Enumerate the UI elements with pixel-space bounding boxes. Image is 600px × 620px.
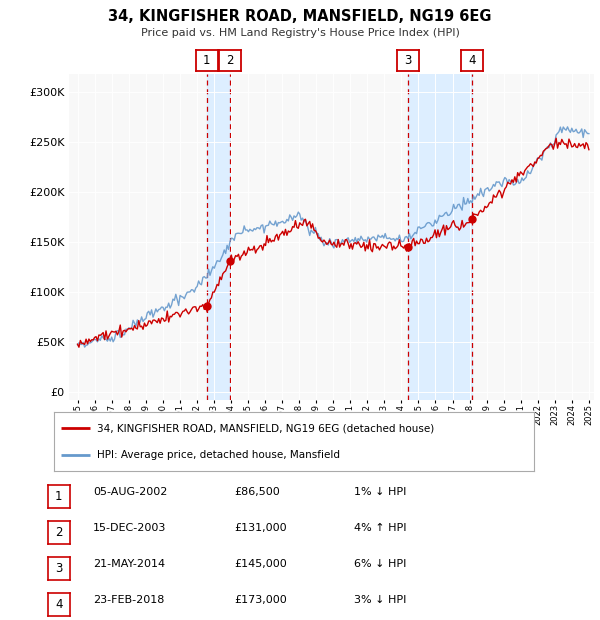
Text: 2: 2 xyxy=(55,526,62,539)
Text: £173,000: £173,000 xyxy=(234,595,287,605)
Text: £86,500: £86,500 xyxy=(234,487,280,497)
Text: 1% ↓ HPI: 1% ↓ HPI xyxy=(354,487,406,497)
Text: 34, KINGFISHER ROAD, MANSFIELD, NG19 6EG (detached house): 34, KINGFISHER ROAD, MANSFIELD, NG19 6EG… xyxy=(97,423,434,433)
Text: 23-FEB-2018: 23-FEB-2018 xyxy=(93,595,164,605)
Text: 34, KINGFISHER ROAD, MANSFIELD, NG19 6EG: 34, KINGFISHER ROAD, MANSFIELD, NG19 6EG xyxy=(108,9,492,24)
Text: 4% ↑ HPI: 4% ↑ HPI xyxy=(354,523,407,533)
Text: 21-MAY-2014: 21-MAY-2014 xyxy=(93,559,165,569)
Bar xyxy=(207,74,230,400)
Text: £145,000: £145,000 xyxy=(234,559,287,569)
Text: 2: 2 xyxy=(227,55,234,67)
Text: 1: 1 xyxy=(55,490,62,503)
Text: 3% ↓ HPI: 3% ↓ HPI xyxy=(354,595,406,605)
Text: 1: 1 xyxy=(203,55,211,67)
Text: £131,000: £131,000 xyxy=(234,523,287,533)
Text: 3: 3 xyxy=(404,55,412,67)
Bar xyxy=(408,74,472,400)
Text: 4: 4 xyxy=(468,55,476,67)
Text: 15-DEC-2003: 15-DEC-2003 xyxy=(93,523,166,533)
Text: 4: 4 xyxy=(55,598,62,611)
Text: 05-AUG-2002: 05-AUG-2002 xyxy=(93,487,167,497)
Text: 3: 3 xyxy=(55,562,62,575)
Text: 6% ↓ HPI: 6% ↓ HPI xyxy=(354,559,406,569)
Text: HPI: Average price, detached house, Mansfield: HPI: Average price, detached house, Mans… xyxy=(97,450,340,460)
Text: Price paid vs. HM Land Registry's House Price Index (HPI): Price paid vs. HM Land Registry's House … xyxy=(140,29,460,38)
